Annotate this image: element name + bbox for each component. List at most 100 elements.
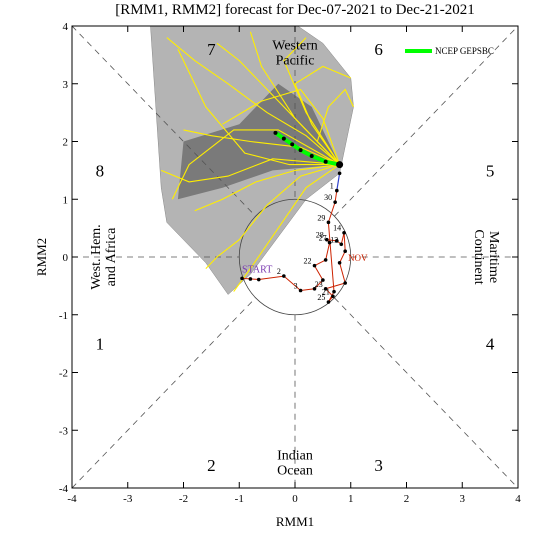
y-axis-label: RMM2 — [34, 238, 49, 276]
x-tick-label: -2 — [179, 493, 188, 505]
guide-diagonal — [334, 297, 518, 488]
ensemble-mean-point — [281, 136, 286, 141]
region-label-line: Pacific — [276, 54, 315, 69]
x-tick-label: 0 — [292, 493, 298, 505]
observed-line — [241, 190, 346, 303]
observed-point — [343, 281, 347, 285]
guide-diagonal — [72, 26, 256, 217]
y-tick-label: 2 — [63, 137, 69, 149]
x-tick-label: 4 — [515, 493, 521, 505]
region-label-line: Ocean — [277, 464, 313, 479]
region-label-line: Indian — [277, 449, 313, 464]
ensemble-mean-point — [298, 148, 303, 153]
observed-point — [323, 286, 328, 291]
region-label-line: and Africa — [104, 227, 119, 286]
forecast-member-line — [233, 164, 340, 292]
forecast-member-lines — [160, 31, 354, 292]
forecast-member-line — [216, 42, 340, 165]
region-label-line: Western — [272, 39, 318, 54]
observed-point — [335, 188, 339, 193]
ensemble-mean-point — [290, 142, 295, 147]
observed-day-label: 1 — [330, 182, 334, 191]
forecast-member-line — [294, 65, 352, 165]
x-axis-label: RMM1 — [276, 514, 314, 529]
observed-point — [343, 249, 347, 254]
legend-label: NCEP GEPSBC — [435, 46, 494, 56]
phase-number-label: 4 — [486, 335, 495, 354]
observed-point — [333, 200, 337, 204]
ensemble-mean-forecast — [273, 130, 344, 169]
observed-day-label: 22 — [304, 257, 312, 266]
ensemble-mean-point — [273, 130, 278, 135]
forecast-start-point — [336, 161, 344, 169]
legend: NCEP GEPSBC — [405, 46, 494, 56]
chart-title: [RMM1, RMM2] forecast for Dec-07-2021 to… — [115, 2, 475, 18]
phase-number-label: 6 — [374, 40, 383, 59]
phase-number-label: 8 — [96, 161, 105, 180]
forecast-member-line — [160, 158, 340, 183]
start-label: START — [242, 264, 272, 275]
region-label-line: Maritime — [486, 231, 501, 283]
observed-point — [324, 237, 329, 242]
observed-point — [335, 239, 339, 243]
observed-point — [342, 230, 346, 235]
observed-day-label: 21 — [322, 287, 330, 296]
observed-point — [332, 289, 336, 294]
observed-day-label: 28 — [316, 231, 324, 240]
y-tick-label: 3 — [63, 79, 69, 91]
observed-point — [337, 260, 342, 265]
x-tick-label: 1 — [348, 493, 354, 505]
observed-point — [256, 277, 261, 282]
observed-point — [312, 263, 317, 268]
x-tick-label: 3 — [460, 493, 466, 505]
forecast-member-line — [283, 37, 341, 165]
forecast-member-line — [171, 129, 340, 200]
unit-amplitude-circle — [238, 198, 352, 316]
observed-point — [321, 278, 325, 282]
month-label: NOV — [348, 253, 368, 263]
observed-point — [326, 220, 331, 225]
observed-point — [331, 294, 335, 299]
y-tick-label: -3 — [59, 425, 69, 437]
y-tick-label: -4 — [59, 483, 69, 495]
forecast-member-line — [205, 164, 340, 269]
observed-day-label: 14 — [333, 224, 341, 233]
observed-line-recent — [336, 173, 341, 191]
spread-inner-band — [177, 83, 340, 200]
phase-number-label: 5 — [486, 161, 495, 180]
phase-guide-lines — [72, 26, 518, 488]
y-tick-label: 0 — [63, 252, 69, 264]
observed-point — [326, 300, 331, 304]
forecast-member-line — [177, 48, 340, 166]
y-tick-label: 4 — [63, 21, 69, 33]
x-tick-label: -1 — [235, 493, 244, 505]
phase-number-label: 7 — [207, 40, 216, 59]
observed-point — [337, 171, 342, 176]
observed-point — [248, 277, 253, 281]
observed-day-label: 23 — [315, 280, 323, 289]
observed-point — [327, 240, 332, 245]
ensemble-mean-point — [309, 153, 314, 158]
ensemble-mean-point — [323, 159, 328, 164]
phase-number-label: 3 — [374, 456, 383, 475]
observed-point — [282, 274, 286, 278]
observed-day-label: 2 — [277, 267, 281, 276]
y-tick-label: -1 — [59, 310, 68, 322]
region-label-line: Continent — [471, 229, 486, 284]
observed-day-label: 25 — [317, 293, 325, 302]
observed-day-label: 12 — [330, 235, 338, 244]
observed-day-label: 29 — [317, 213, 325, 222]
x-tick-label: -3 — [123, 493, 133, 505]
forecast-member-line — [222, 88, 341, 165]
region-label: West. Hem. and Africa — [89, 224, 119, 289]
guide-diagonal — [72, 297, 256, 488]
region-label-line: West. Hem. — [89, 224, 104, 289]
y-tick-label: 1 — [63, 194, 69, 206]
